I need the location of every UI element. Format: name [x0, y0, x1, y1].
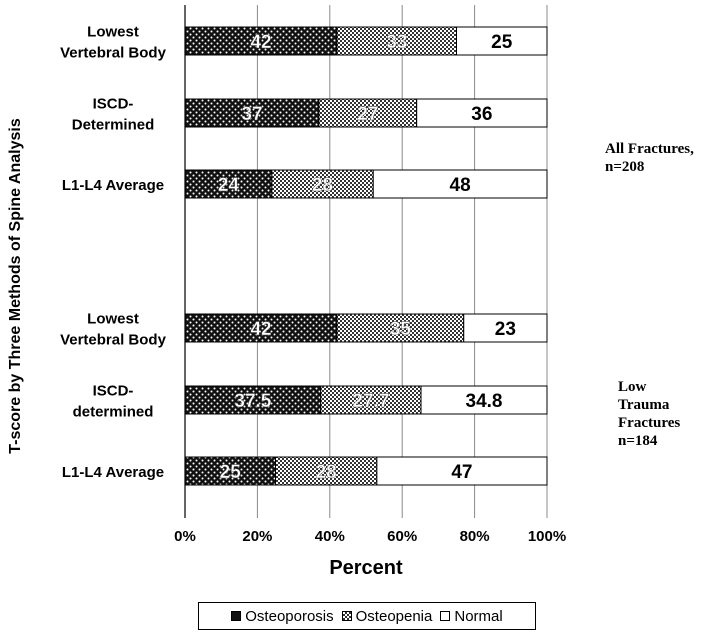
- category-label: L1-L4 Average: [62, 464, 164, 481]
- data-label-normal: 47: [451, 462, 472, 483]
- data-label-normal: 23: [495, 319, 516, 340]
- bar-segment-osteopenia: [318, 98, 418, 128]
- data-label-osteopenia: 27: [357, 104, 378, 125]
- legend: Osteoporosis Osteopenia Normal: [198, 602, 536, 630]
- stacked-bar-chart: 42 33 25 37 27 36 24 28 48 42 35 23 37.5 27.7 34.8 25 28…: [7, 5, 566, 579]
- category-label: Vertebral Body: [60, 45, 167, 62]
- annotation-line: n=208: [605, 159, 645, 175]
- x-tick-label: 80%: [460, 528, 490, 545]
- data-label-osteoporosis: 24: [218, 175, 240, 196]
- data-label-osteopenia: 35: [390, 319, 412, 340]
- legend-label: Osteopenia: [355, 607, 433, 625]
- legend-item-normal: Normal: [440, 607, 503, 625]
- category-label: ISCD-: [93, 383, 134, 400]
- x-tick-label: 60%: [387, 528, 417, 545]
- category-label: ISCD-: [93, 96, 134, 113]
- data-label-normal: 48: [450, 175, 471, 196]
- bar-segment-osteoporosis: [184, 385, 322, 415]
- annotation-line: All Fractures,: [605, 141, 694, 157]
- data-label-osteoporosis: 37: [241, 104, 262, 125]
- group-annotation-low-trauma: Low Trauma Fractures n=184: [618, 378, 680, 450]
- category-label: Lowest: [87, 311, 139, 328]
- x-tick-label: 0%: [174, 528, 196, 545]
- bar-segment-osteopenia: [320, 385, 422, 415]
- bar-segment-osteoporosis: [184, 98, 320, 128]
- data-label-osteopenia: 28: [316, 462, 337, 483]
- data-label-normal: 34.8: [466, 391, 503, 412]
- bar-segment-osteopenia: [271, 169, 374, 199]
- category-label: Vertebral Body: [60, 332, 167, 349]
- bar-segment-osteoporosis: [184, 26, 338, 56]
- x-axis-label: Percent: [329, 557, 403, 579]
- legend-label: Normal: [454, 607, 503, 625]
- x-tick-label: 40%: [315, 528, 345, 545]
- x-tick-label: 20%: [242, 528, 272, 545]
- category-label: determined: [73, 404, 154, 421]
- bar-segment-normal: [420, 385, 548, 415]
- x-tick-label: 100%: [528, 528, 566, 545]
- data-label-osteoporosis: 25: [220, 462, 242, 483]
- bar-segment-osteoporosis: [184, 169, 273, 199]
- annotation-line: Low: [618, 379, 647, 395]
- data-label-osteoporosis: 37.5: [234, 391, 271, 412]
- legend-item-osteopenia: Osteopenia: [341, 607, 433, 625]
- legend-swatch: [341, 611, 352, 621]
- bar-segment-normal: [463, 313, 548, 343]
- bar-segment-osteoporosis: [184, 313, 338, 343]
- data-label-osteopenia: 27.7: [352, 391, 389, 412]
- bar-segment-normal: [372, 169, 548, 199]
- data-label-osteoporosis: 42: [250, 32, 271, 53]
- bar-segment-osteopenia: [336, 313, 465, 343]
- annotation-line: Trauma: [618, 397, 670, 413]
- bars: [184, 26, 548, 486]
- data-labels: 42 33 25 37 27 36 24 28 48 42 35 23 37.5 27.7 34.8 25 28…: [218, 32, 516, 483]
- legend-item-osteoporosis: Osteoporosis: [231, 607, 334, 625]
- x-tick-labels: 0% 20% 40% 60% 80% 100%: [174, 528, 566, 545]
- legend-swatch: [440, 611, 451, 621]
- gridlines: [184, 5, 548, 518]
- data-label-osteopenia: 28: [312, 175, 333, 196]
- annotation-line: n=184: [618, 433, 658, 449]
- legend-label: Osteoporosis: [245, 607, 334, 625]
- data-label-normal: 36: [471, 104, 492, 125]
- category-label: Determined: [72, 117, 155, 134]
- bar-segment-normal: [416, 98, 548, 128]
- legend-swatch: [231, 611, 242, 621]
- category-label: Lowest: [87, 24, 139, 41]
- y-axis-label: T-score by Three Methods of Spine Analys…: [7, 118, 24, 454]
- data-label-normal: 25: [491, 32, 513, 53]
- bar-segment-osteopenia: [275, 456, 378, 486]
- data-label-osteoporosis: 42: [250, 319, 271, 340]
- bar-segment-normal: [376, 456, 548, 486]
- data-label-osteopenia: 33: [386, 32, 407, 53]
- category-labels: Lowest Vertebral Body ISCD- Determined L1-L4…: [60, 24, 167, 482]
- annotation-line: Fractures: [618, 415, 681, 431]
- bar-segment-normal: [456, 26, 548, 56]
- group-annotation-all-fractures: All Fractures, n=208: [605, 140, 694, 176]
- category-label: L1-L4 Average: [62, 177, 164, 194]
